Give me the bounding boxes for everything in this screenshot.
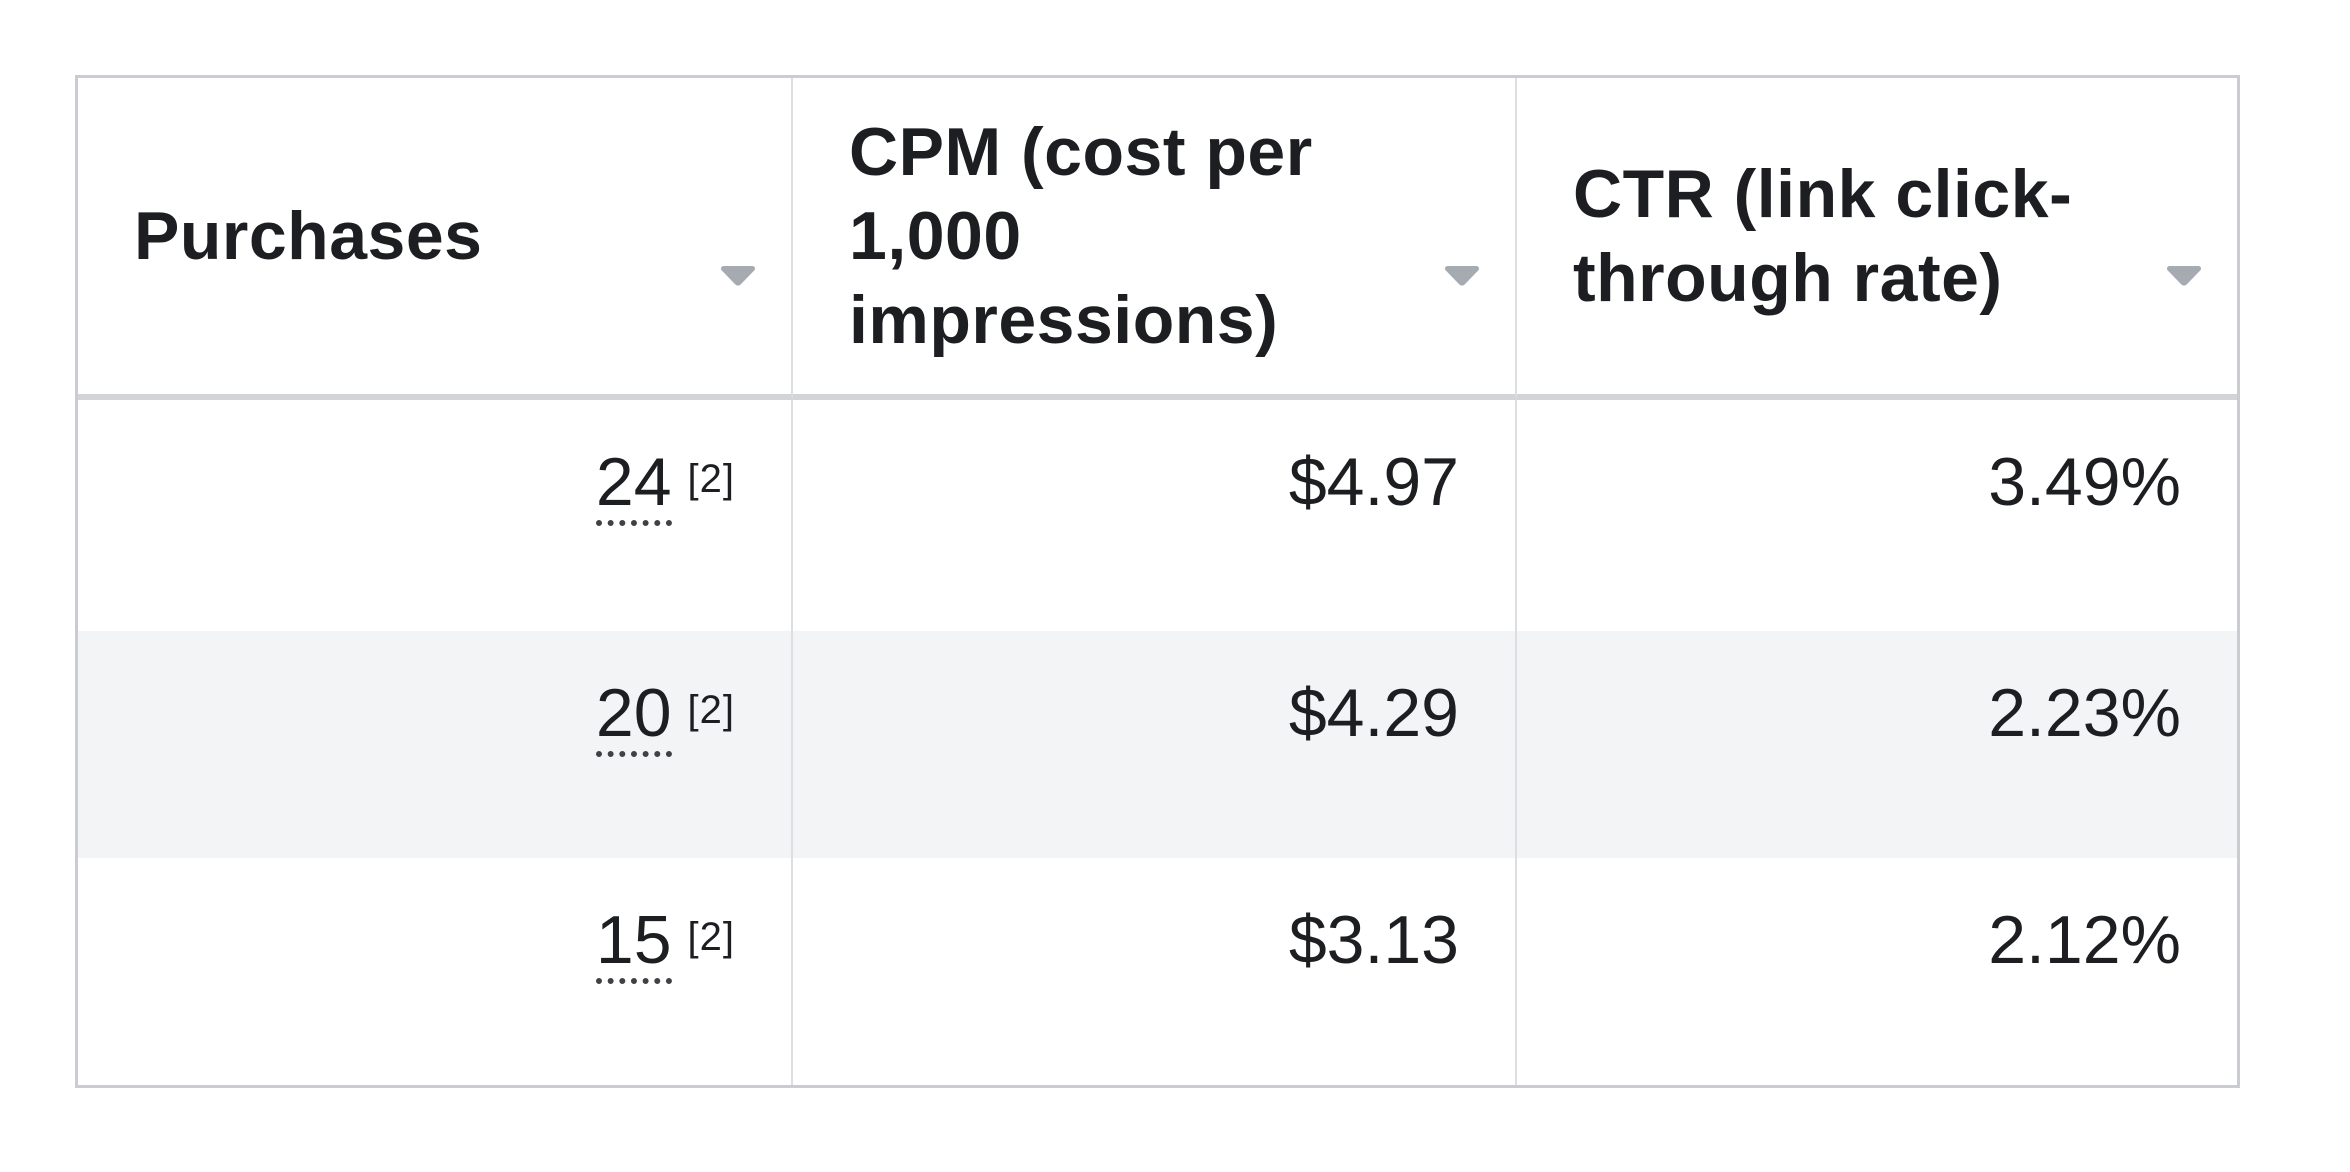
column-header-ctr[interactable]: CTR (link click-through rate): [1517, 78, 2237, 400]
column-header-cpm[interactable]: CPM (cost per 1,000 impressions): [793, 78, 1517, 400]
cell-cpm: $4.97: [793, 400, 1517, 631]
cell-purchases: 24 [2]: [78, 400, 793, 631]
purchases-value[interactable]: 20: [595, 675, 672, 757]
purchases-value[interactable]: 24: [595, 444, 672, 526]
cell-ctr: 2.12%: [1517, 858, 2237, 1085]
metrics-table: Purchases CPM (cost per 1,000 impression…: [75, 75, 2240, 1088]
cell-purchases: 20 [2]: [78, 631, 793, 858]
cell-ctr: 3.49%: [1517, 400, 2237, 631]
ctr-value: 2.23%: [1988, 675, 2181, 751]
column-header-ctr-label: CTR (link click-through rate): [1573, 156, 2073, 316]
column-header-cpm-label: CPM (cost per 1,000 impressions): [849, 114, 1313, 358]
footnote-marker[interactable]: [2]: [687, 457, 735, 501]
cell-cpm: $3.13: [793, 858, 1517, 1085]
cpm-value: $4.29: [1288, 675, 1459, 751]
footnote-marker[interactable]: [2]: [687, 915, 735, 959]
column-header-purchases[interactable]: Purchases: [78, 78, 793, 400]
sort-dropdown-icon[interactable]: [719, 223, 757, 286]
cell-ctr: 2.23%: [1517, 631, 2237, 858]
cell-purchases: 15 [2]: [78, 858, 793, 1085]
cpm-value: $4.97: [1288, 444, 1459, 520]
sort-dropdown-icon[interactable]: [1443, 223, 1481, 286]
ctr-value: 2.12%: [1988, 902, 2181, 978]
purchases-value[interactable]: 15: [595, 902, 672, 984]
cell-cpm: $4.29: [793, 631, 1517, 858]
footnote-marker[interactable]: [2]: [687, 688, 735, 732]
ctr-value: 3.49%: [1988, 444, 2181, 520]
sort-dropdown-icon[interactable]: [2165, 223, 2203, 286]
column-header-purchases-label: Purchases: [134, 198, 483, 274]
cpm-value: $3.13: [1288, 902, 1459, 978]
